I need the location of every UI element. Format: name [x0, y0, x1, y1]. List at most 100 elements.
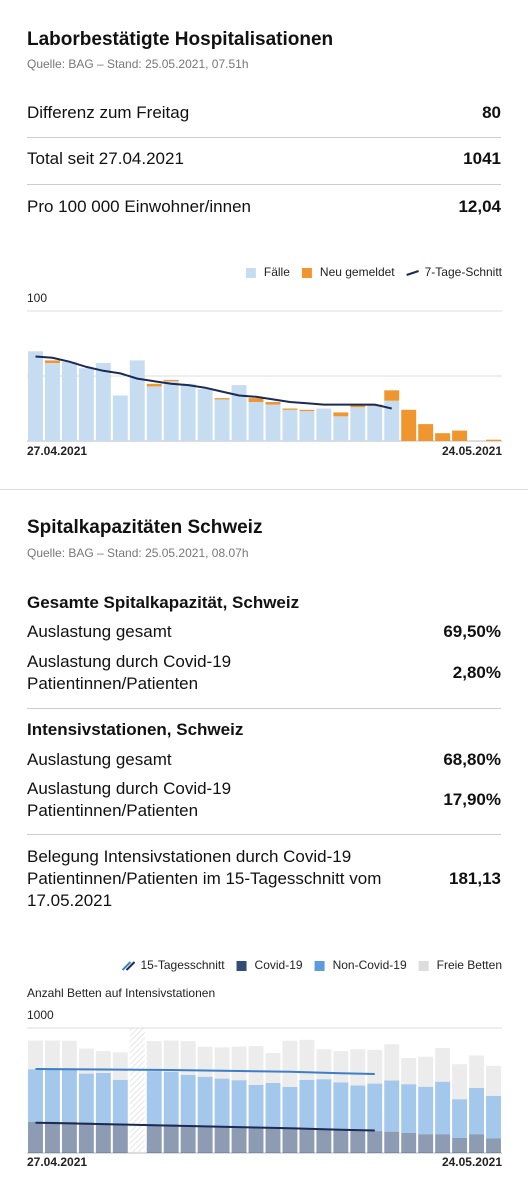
group-heading: Intensivstationen, Schweiz — [27, 720, 244, 739]
legend-label: Fälle — [264, 265, 290, 279]
bar-segment — [418, 424, 434, 441]
bar-segment — [214, 1126, 230, 1153]
bar-segment — [299, 409, 315, 412]
bar-segment — [61, 1040, 77, 1070]
section-separator — [0, 489, 528, 490]
group-heading: Gesamte Spitalkapazität, Schweiz — [27, 593, 300, 612]
bar-segment — [486, 1095, 501, 1139]
legend-label: Covid-19 — [255, 958, 303, 972]
bar-segment — [367, 405, 383, 441]
bar-segment — [418, 1134, 434, 1153]
bar-segment — [112, 1123, 128, 1153]
row-value: 2,80% — [452, 663, 501, 682]
legend-label: 7-Tage-Schnitt — [425, 265, 503, 279]
bar-segment — [316, 1079, 332, 1130]
divider — [27, 708, 501, 709]
bar-segment — [197, 1125, 213, 1153]
bar-segment — [265, 1128, 281, 1153]
bar-segment — [299, 411, 315, 441]
legend-swatch — [406, 270, 419, 276]
bar-segment — [486, 439, 501, 441]
bar-segment — [367, 1131, 383, 1153]
bar-segment — [486, 1065, 501, 1096]
bar-segment — [401, 1133, 417, 1153]
bar-segment — [28, 1121, 43, 1153]
bar-segment — [282, 408, 298, 410]
row-value: 17,90% — [443, 790, 501, 809]
bar-segment — [163, 1124, 179, 1153]
bar-segment — [299, 1079, 315, 1129]
legend-label: Non-Covid-19 — [333, 958, 407, 972]
bar-segment — [299, 1039, 315, 1080]
legend-swatch — [121, 961, 132, 971]
summary-value: 181,13 — [449, 869, 501, 888]
bar-segment — [248, 1046, 264, 1085]
bar-segment — [180, 1041, 196, 1075]
bar-segment — [333, 412, 349, 417]
bar-segment — [163, 379, 179, 382]
bar-segment — [316, 1049, 332, 1080]
bar-segment — [316, 408, 332, 441]
bar-segment — [333, 1051, 349, 1083]
bar-segment — [333, 1082, 349, 1130]
divider — [27, 834, 501, 835]
row-label: Total seit 27.04.2021 — [27, 149, 184, 168]
row-label: Auslastung gesamt — [27, 622, 172, 641]
bar-segment — [418, 1086, 434, 1135]
row-value: 69,50% — [443, 622, 501, 641]
legend-swatch — [301, 268, 312, 278]
bar-segment — [333, 1129, 349, 1153]
bar-segment — [384, 390, 400, 401]
bar-segment — [180, 383, 196, 441]
bar-segment — [486, 1138, 501, 1153]
legend-label: Neu gemeldet — [320, 265, 395, 279]
source: Quelle: BAG – Stand: 25.05.2021, 08.07h — [27, 546, 249, 560]
x-tick-label: 27.04.2021 — [27, 1155, 87, 1169]
bar-segment — [384, 400, 400, 441]
bar-segment — [384, 1080, 400, 1132]
bar-segment — [180, 1074, 196, 1125]
bar-segment — [78, 1048, 94, 1074]
bar-segment — [435, 1048, 451, 1082]
bar-segment — [214, 1078, 230, 1127]
bar-segment — [282, 1128, 298, 1153]
bar-segment — [180, 1124, 196, 1153]
bar-segment — [163, 1071, 179, 1125]
bar-segment — [231, 385, 247, 441]
bar-segment — [214, 399, 230, 441]
bar-segment — [350, 407, 366, 441]
y-axis-label: Anzahl Betten auf Intensivstationen — [27, 986, 215, 1000]
bar-segment — [44, 1121, 60, 1153]
bar-segment — [112, 1079, 128, 1124]
bar-segment — [95, 363, 111, 441]
bar-segment — [469, 1088, 485, 1135]
bar-segment — [231, 1046, 247, 1081]
bar-segment — [265, 404, 281, 441]
bar-segment — [248, 398, 264, 402]
bar-segment — [248, 1084, 264, 1128]
bar-segment — [248, 1127, 264, 1153]
bar-segment — [401, 1058, 417, 1085]
y-tick-label: 1000 — [27, 1008, 54, 1022]
bar-segment — [214, 398, 230, 400]
bar-segment — [248, 402, 264, 441]
legend-label: Freie Betten — [437, 958, 502, 972]
bar-segment — [197, 389, 213, 441]
row-label: Auslastung gesamt — [27, 750, 172, 769]
bar-segment — [129, 360, 145, 441]
bar-segment — [350, 1085, 366, 1131]
bar-segment — [28, 1069, 43, 1122]
bar-segment — [28, 1040, 43, 1070]
bar-segment — [214, 1047, 230, 1079]
bar-segment — [384, 1044, 400, 1081]
legend-swatch — [245, 268, 256, 278]
bar-segment — [282, 1040, 298, 1087]
bar-segment — [265, 1083, 281, 1128]
bar-segment — [78, 1073, 94, 1123]
divider — [27, 137, 501, 138]
summary-label: Belegung Intensivstationen durch Covid-1… — [27, 847, 382, 910]
row-value: 12,04 — [458, 197, 501, 216]
bar-segment — [401, 1084, 417, 1133]
bar-segment — [350, 1130, 366, 1153]
